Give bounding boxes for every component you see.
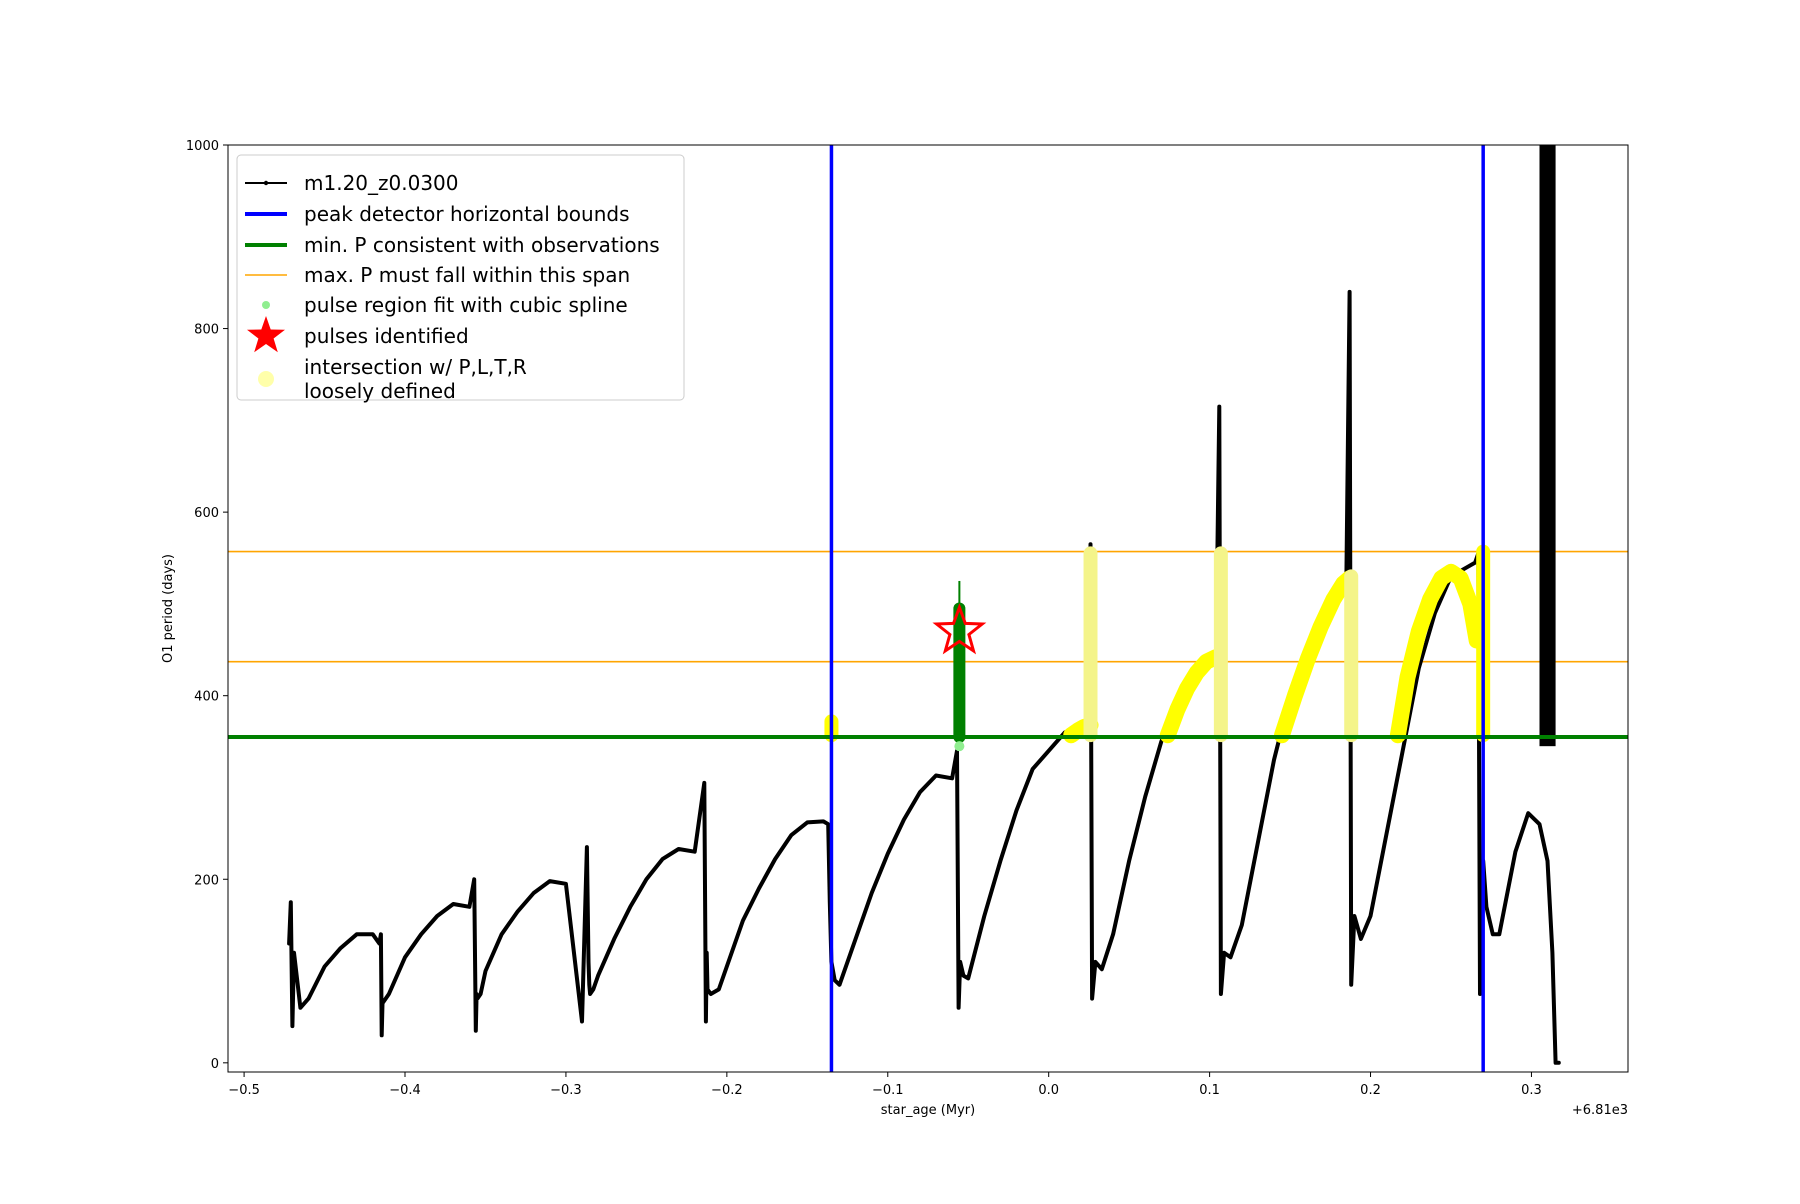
legend-label: intersection w/ P,L,T,R	[304, 355, 527, 379]
x-tick-label-1: −0.4	[389, 1083, 421, 1098]
legend-swatch-dot	[262, 301, 270, 309]
legend-item-1: peak detector horizontal bounds	[245, 202, 630, 226]
x-tick-label-6: 0.1	[1199, 1083, 1220, 1098]
legend-label: peak detector horizontal bounds	[304, 202, 630, 226]
x-tick-label-4: −0.1	[872, 1083, 904, 1098]
legend-label: pulses identified	[304, 324, 469, 348]
x-tick-label-7: 0.2	[1360, 1083, 1381, 1098]
legend-label: m1.20_z0.0300	[304, 171, 459, 195]
axes-layer: −0.5 −0.4 −0.3 −0.2 −0.1 0.0 0.1 0.2 0.3 0 200 400 6…	[186, 139, 1542, 1098]
x-axis-label: star_age (Myr)	[881, 1103, 975, 1118]
legend-item-0: m1.20_z0.0300	[245, 171, 459, 195]
y-tick-label-0: 0	[211, 1057, 219, 1072]
intersection-arc-3	[1389, 563, 1485, 744]
x-tick-label-5: 0.0	[1038, 1083, 1059, 1098]
legend-swatch-big-dot	[258, 371, 274, 387]
legend-box	[236, 154, 685, 401]
legend-label: max. P must fall within this span	[304, 263, 630, 287]
legend-label-line2: loosely defined	[304, 379, 456, 403]
legend-label: pulse region fit with cubic spline	[304, 293, 628, 317]
series-line-m1.20_z0.0300	[287, 289, 1561, 1065]
legend-item-4: pulse region fit with cubic spline	[262, 293, 628, 317]
series-dense-spike-region	[1539, 145, 1556, 747]
legend-item-3: max. P must fall within this span	[245, 263, 630, 287]
x-tick-label-8: 0.3	[1521, 1083, 1542, 1098]
y-tick-label-2: 400	[194, 690, 219, 705]
intersection-arc-2	[1274, 570, 1358, 744]
x-tick-label-0: −0.5	[228, 1083, 260, 1098]
y-tick-label-1: 200	[194, 873, 219, 888]
legend-item-2: min. P consistent with observations	[245, 233, 660, 257]
data-layer	[228, 145, 1628, 1072]
intersection-arc-1	[1159, 649, 1224, 744]
legend-label: min. P consistent with observations	[304, 233, 660, 257]
x-tick-label-2: −0.3	[550, 1083, 582, 1098]
legend-swatch-star	[247, 316, 285, 353]
legend-item-5: pulses identified	[247, 316, 469, 353]
y-axis-label: O1 period (days)	[161, 554, 176, 663]
x-axis-offset-label: +6.81e3	[1572, 1103, 1628, 1118]
plot-frame	[227, 144, 1629, 1073]
y-tick-label-3: 600	[194, 506, 219, 521]
pulse-identified-star-0	[932, 603, 987, 655]
legend-swatch-marker	[263, 180, 269, 186]
y-tick-label-5: 1000	[186, 139, 219, 154]
pulse-spline-dot-0	[954, 741, 965, 752]
x-tick-label-3: −0.2	[711, 1083, 743, 1098]
y-tick-label-4: 800	[194, 323, 219, 338]
